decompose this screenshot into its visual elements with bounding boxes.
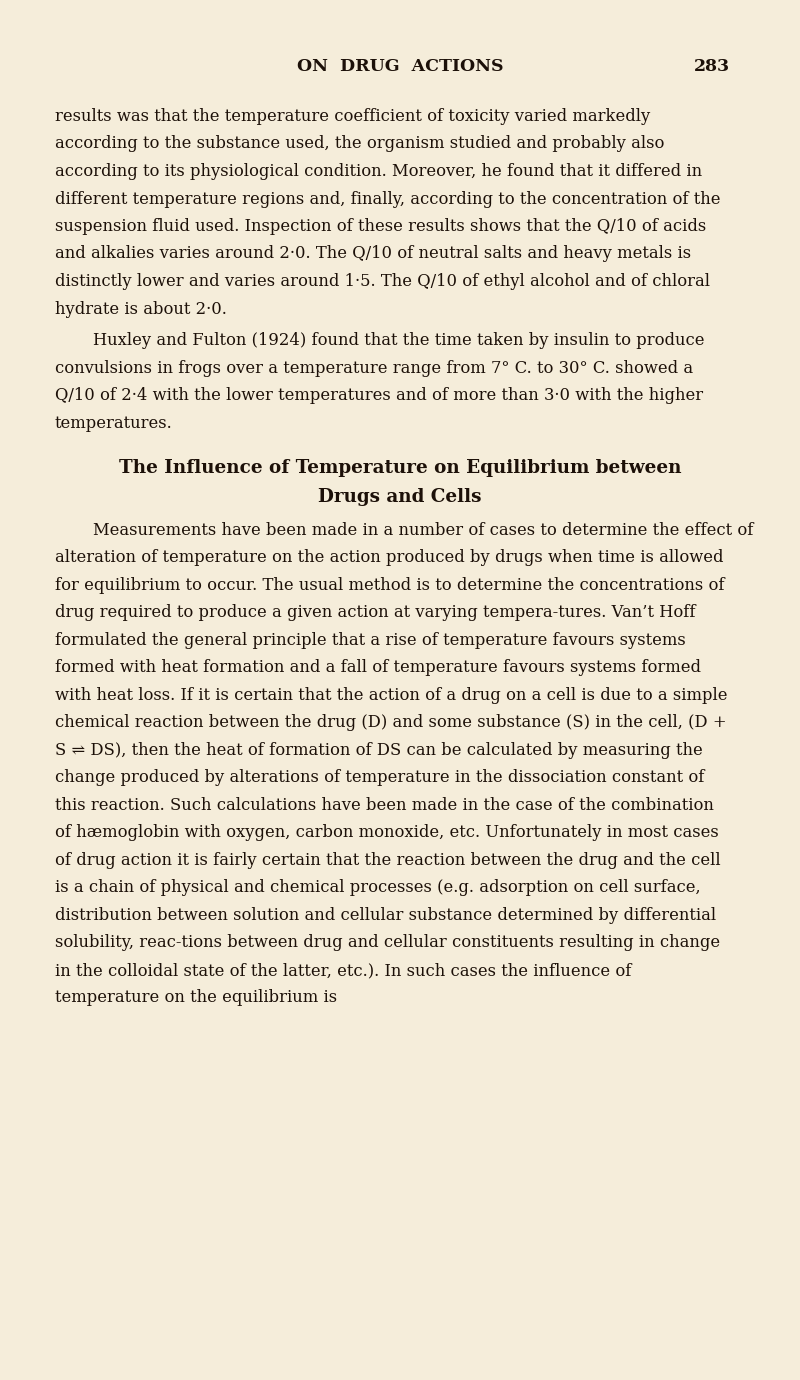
Text: Measurements have been made in a number of cases to determine the effect of: Measurements have been made in a number … xyxy=(93,522,754,538)
Text: with heat loss. If it is certain that the action of a drug on a cell is due to a: with heat loss. If it is certain that th… xyxy=(55,687,727,704)
Text: temperature on the equilibrium is: temperature on the equilibrium is xyxy=(55,989,337,1006)
Text: distinctly lower and varies around 1·5. The Q/10 of ethyl alcohol and of chloral: distinctly lower and varies around 1·5. … xyxy=(55,273,710,290)
Text: of hæmoglobin with oxygen, carbon monoxide, etc. Unfortunately in most cases: of hæmoglobin with oxygen, carbon monoxi… xyxy=(55,824,718,842)
Text: convulsions in frogs over a temperature range from 7° C. to 30° C. showed a: convulsions in frogs over a temperature … xyxy=(55,360,693,377)
Text: suspension fluid used. Inspection of these results shows that the Q/10 of acids: suspension fluid used. Inspection of the… xyxy=(55,218,706,235)
Text: solubility, reac-tions between drug and cellular constituents resulting in chang: solubility, reac-tions between drug and … xyxy=(55,934,720,951)
Text: temperatures.: temperatures. xyxy=(55,414,173,432)
Text: ON  DRUG  ACTIONS: ON DRUG ACTIONS xyxy=(297,58,503,75)
Text: formed with heat formation and a fall of temperature favours systems formed: formed with heat formation and a fall of… xyxy=(55,660,701,676)
Text: in the colloidal state of the latter, etc.). In such cases the influence of: in the colloidal state of the latter, et… xyxy=(55,962,631,978)
Text: formulated the general principle that a rise of temperature favours systems: formulated the general principle that a … xyxy=(55,632,686,649)
Text: different temperature regions and, finally, according to the concentration of th: different temperature regions and, final… xyxy=(55,190,721,207)
Text: The Influence of Temperature on Equilibrium between: The Influence of Temperature on Equilibr… xyxy=(118,458,682,476)
Text: Huxley and Fulton (1924) found that the time taken by insulin to produce: Huxley and Fulton (1924) found that the … xyxy=(93,333,705,349)
Text: according to its physiological condition. Moreover, he found that it differed in: according to its physiological condition… xyxy=(55,163,702,179)
Text: according to the substance used, the organism studied and probably also: according to the substance used, the org… xyxy=(55,135,664,153)
Text: of drug action it is fairly certain that the reaction between the drug and the c: of drug action it is fairly certain that… xyxy=(55,851,721,869)
Text: Drugs and Cells: Drugs and Cells xyxy=(318,487,482,505)
Text: hydrate is about 2·0.: hydrate is about 2·0. xyxy=(55,301,227,317)
Text: 283: 283 xyxy=(694,58,730,75)
Text: is a chain of physical and chemical processes (e.g. adsorption on cell surface,: is a chain of physical and chemical proc… xyxy=(55,879,701,897)
Text: alteration of temperature on the action produced by drugs when time is allowed: alteration of temperature on the action … xyxy=(55,549,723,566)
Text: change produced by alterations of temperature in the dissociation constant of: change produced by alterations of temper… xyxy=(55,770,704,787)
Text: S ⇌ DS), then the heat of formation of DS can be calculated by measuring the: S ⇌ DS), then the heat of formation of D… xyxy=(55,742,702,759)
Text: distribution between solution and cellular substance determined by differential: distribution between solution and cellul… xyxy=(55,907,716,923)
Text: chemical reaction between the drug (D) and some substance (S) in the cell, (D +: chemical reaction between the drug (D) a… xyxy=(55,715,726,731)
Text: Q/10 of 2·4 with the lower temperatures and of more than 3·0 with the higher: Q/10 of 2·4 with the lower temperatures … xyxy=(55,388,703,404)
Text: results was that the temperature coefficient of toxicity varied markedly: results was that the temperature coeffic… xyxy=(55,108,650,126)
Text: drug required to produce a given action at varying tempera-tures. Van’t Hoff: drug required to produce a given action … xyxy=(55,604,695,621)
Text: for equilibrium to occur. The usual method is to determine the concentrations of: for equilibrium to occur. The usual meth… xyxy=(55,577,725,593)
Text: and alkalies varies around 2·0. The Q/10 of neutral salts and heavy metals is: and alkalies varies around 2·0. The Q/10… xyxy=(55,246,691,262)
Text: this reaction. Such calculations have been made in the case of the combination: this reaction. Such calculations have be… xyxy=(55,796,714,814)
